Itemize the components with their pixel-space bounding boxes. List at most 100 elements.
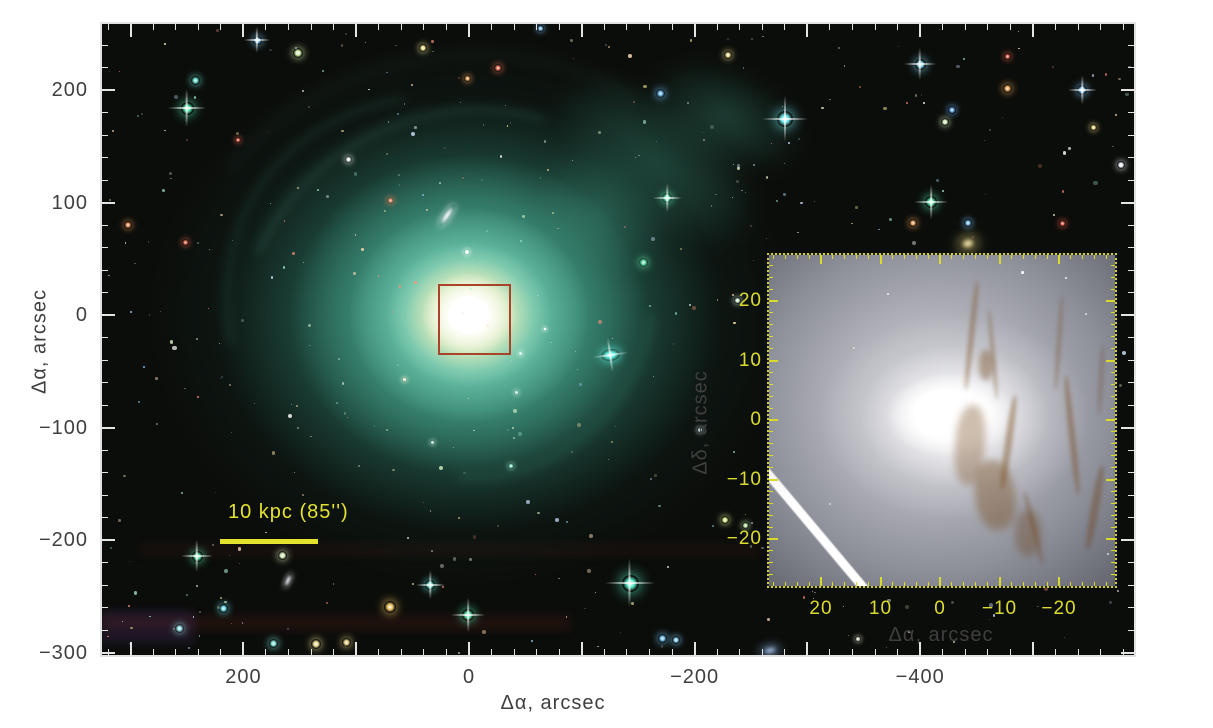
field-star <box>610 440 613 443</box>
inset-galaxy-core-peak <box>914 389 976 433</box>
field-star <box>1068 147 1071 150</box>
tick-label: −200 <box>38 529 88 551</box>
field-star <box>344 645 347 648</box>
inset-axis-tick <box>1010 582 1012 586</box>
inset-axis-tick <box>1111 586 1115 587</box>
inset-axis-tick <box>879 577 882 586</box>
inset-axis-tick <box>879 255 882 264</box>
field-star <box>688 304 691 307</box>
inset-star <box>853 347 855 349</box>
inset-axis-tick <box>891 582 893 586</box>
tick-label: 200 <box>225 666 262 688</box>
bright-star <box>282 571 294 589</box>
inset-axis-tick <box>769 300 778 302</box>
field-star <box>429 325 432 329</box>
field-star <box>883 106 887 110</box>
field-star <box>751 522 753 524</box>
field-star <box>170 177 172 180</box>
diffraction-spike <box>186 89 188 127</box>
field-star <box>1128 65 1131 69</box>
bright-star <box>401 376 407 382</box>
bright-star <box>697 427 703 433</box>
bright-star <box>543 327 547 331</box>
field-star <box>108 198 111 201</box>
bright-star <box>517 350 523 356</box>
field-star <box>386 72 388 74</box>
field-star <box>207 308 209 310</box>
field-star <box>534 574 536 576</box>
field-star <box>156 423 158 425</box>
field-star <box>800 201 803 204</box>
field-star <box>444 147 447 150</box>
field-star <box>558 578 560 580</box>
field-star <box>128 642 132 645</box>
inset-axis-tick <box>1111 336 1115 338</box>
inset-star <box>1021 271 1024 274</box>
field-star <box>431 40 434 43</box>
field-star <box>333 583 335 585</box>
field-star <box>1062 151 1067 155</box>
field-star <box>573 58 575 60</box>
field-star <box>266 130 269 133</box>
inset-axis-tick <box>769 538 778 540</box>
bright-star <box>1067 75 1097 105</box>
field-star <box>813 598 815 600</box>
field-star <box>608 458 610 460</box>
field-star <box>338 357 341 360</box>
inset-axis-tick <box>1111 312 1115 314</box>
field-star <box>438 465 443 470</box>
inset-axis-tick <box>769 514 773 516</box>
diffraction-spike <box>196 540 198 572</box>
bright-star <box>855 636 861 642</box>
bright-star <box>759 643 781 657</box>
field-star <box>555 517 560 522</box>
field-star <box>129 560 131 562</box>
field-star <box>164 129 166 131</box>
inset-axis-tick <box>1106 255 1108 259</box>
inset-axis-tick <box>769 478 778 481</box>
field-star <box>576 368 579 371</box>
field-star <box>667 565 670 568</box>
field-star <box>358 465 361 467</box>
field-star <box>920 94 923 96</box>
field-star <box>406 536 410 540</box>
bright-star <box>168 89 206 127</box>
inset-star <box>919 385 921 387</box>
inset-axis-tick <box>939 255 941 264</box>
dust-patch <box>1015 510 1041 556</box>
field-star <box>353 272 356 275</box>
inset-axis-tick <box>769 550 773 552</box>
inset-axis-tick <box>796 255 798 259</box>
field-star <box>325 601 329 604</box>
field-star <box>269 202 271 204</box>
inset-axis-tick <box>784 255 786 259</box>
field-star <box>513 409 517 413</box>
field-star <box>687 102 690 105</box>
field-star <box>598 319 603 324</box>
inset-axis-tick <box>891 255 893 259</box>
inset-axis-tick <box>820 255 822 264</box>
inset-axis-tick <box>769 586 773 587</box>
field-star <box>750 225 753 228</box>
field-star <box>765 237 767 239</box>
inset-axis-tick <box>1111 455 1115 457</box>
inset-axis-tick <box>927 255 929 259</box>
inset-axis-tick <box>963 255 965 259</box>
inset-axis-tick <box>1111 443 1115 445</box>
field-star <box>346 416 348 418</box>
bright-star <box>964 219 972 227</box>
inset-axis-tick <box>1058 255 1060 264</box>
field-star <box>712 524 715 527</box>
tick-label: −400 <box>895 666 945 688</box>
inset-axis-tick <box>772 582 774 586</box>
bright-star <box>957 234 979 252</box>
inset-axis-tick <box>1106 538 1115 540</box>
bright-star <box>741 521 749 529</box>
field-star <box>187 647 190 650</box>
bright-star <box>513 389 519 395</box>
field-star <box>1091 74 1094 77</box>
bright-star <box>277 550 287 560</box>
diffraction-spike <box>930 184 932 220</box>
field-star <box>814 200 816 203</box>
field-star <box>463 471 466 475</box>
